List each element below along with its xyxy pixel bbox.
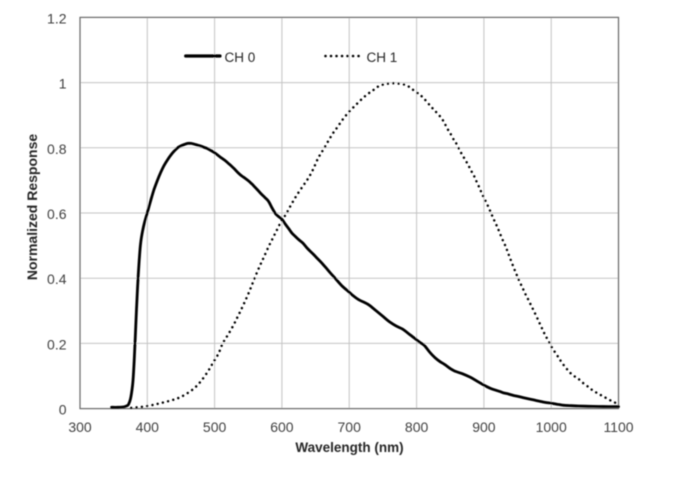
svg-text:1.2: 1.2 <box>47 10 67 26</box>
svg-text:CH 0: CH 0 <box>225 50 256 65</box>
svg-text:800: 800 <box>405 419 429 435</box>
svg-text:0.6: 0.6 <box>47 206 67 222</box>
svg-text:900: 900 <box>472 419 496 435</box>
svg-text:0.4: 0.4 <box>47 271 67 287</box>
svg-text:Wavelength (nm): Wavelength (nm) <box>295 440 403 455</box>
svg-text:Normalized Response: Normalized Response <box>24 134 40 280</box>
svg-text:400: 400 <box>136 419 160 435</box>
svg-text:CH 1: CH 1 <box>367 50 398 65</box>
svg-text:700: 700 <box>338 419 362 435</box>
svg-text:0.8: 0.8 <box>47 141 67 157</box>
svg-text:600: 600 <box>270 419 294 435</box>
svg-text:300: 300 <box>68 419 92 435</box>
svg-text:500: 500 <box>203 419 227 435</box>
svg-text:0: 0 <box>59 402 67 418</box>
svg-text:1000: 1000 <box>536 419 567 435</box>
svg-text:0.2: 0.2 <box>47 336 67 352</box>
svg-text:1100: 1100 <box>603 419 633 435</box>
svg-text:1: 1 <box>59 76 67 92</box>
